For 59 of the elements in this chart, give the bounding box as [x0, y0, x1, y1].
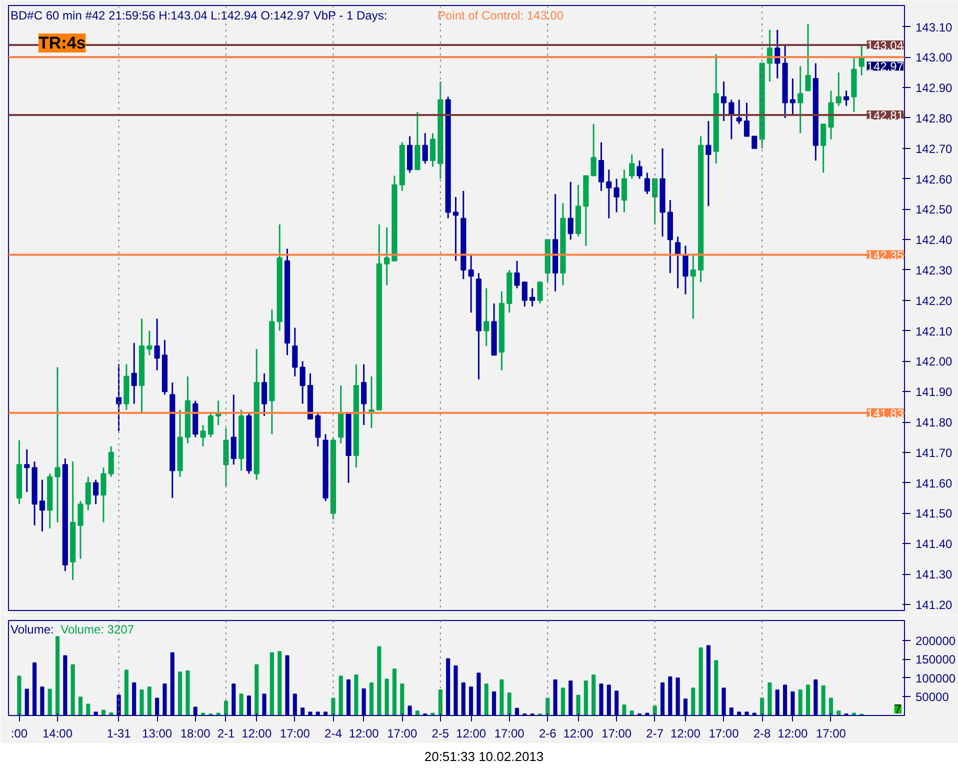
x-tick-label: 12:00	[670, 726, 701, 740]
x-tick-label: :00	[10, 726, 28, 740]
y-tick-label: 142.80	[916, 111, 953, 126]
x-tick-label: 17:00	[494, 726, 525, 740]
x-tick-label: 12:00	[456, 726, 486, 740]
y-tick-label: 141.90	[916, 385, 953, 400]
x-tick-label: 13:00	[142, 726, 172, 740]
y-tick-label: 141.60	[916, 476, 953, 490]
x-tick-label: 17:00	[602, 726, 632, 740]
x-tick-label: 17:00	[387, 726, 418, 740]
x-tick-label: 12:00	[563, 726, 594, 740]
x-tick-label: 2-7	[646, 726, 664, 740]
annotation: Point of Control: 143.00	[438, 8, 564, 22]
x-tick-label: 17:00	[708, 726, 740, 740]
y-tick-label: 142.00	[916, 354, 953, 369]
chart-title: Volume:	[10, 622, 54, 636]
ref-line-label: 142.35	[866, 248, 904, 262]
ref-line-label: 142.81	[866, 108, 904, 122]
x-tick-label: 2-4	[324, 726, 342, 740]
y-tick-label: 142.10	[916, 324, 953, 338]
x-tick-label: 2-6	[538, 726, 557, 740]
ref-line-label: 141.83	[866, 406, 904, 420]
y-tick-label: 150000	[916, 652, 956, 667]
y-tick-label: 142.90	[916, 81, 953, 96]
y-tick-label: 142.30	[916, 263, 953, 278]
y-tick-label: 141.80	[916, 416, 953, 430]
x-tick-label: 12:00	[242, 726, 272, 740]
y-tick-label: 142.70	[916, 142, 953, 156]
annotation: Volume: 3207	[60, 622, 134, 636]
x-tick-label: 12:00	[778, 726, 808, 740]
y-tick-label: 142.20	[916, 294, 953, 308]
x-tick-label: 17:00	[280, 726, 310, 740]
y-tick-label: 141.20	[916, 598, 953, 612]
x-tick-label: 1-31	[106, 726, 132, 740]
chart-title: BD#C 60 min #42 21:59:56 H:143.04 L:142.94 O:142.97 VbP - 1 Days:	[10, 8, 388, 22]
y-tick-label: 143.00	[916, 50, 953, 65]
y-tick-label: 143.10	[916, 20, 953, 34]
x-tick-label: 2-8	[753, 726, 772, 740]
x-tick-label: 17:00	[816, 726, 846, 740]
x-tick-label: 2-1	[217, 726, 235, 740]
y-tick-label: 100000	[916, 671, 956, 686]
y-tick-label: 142.40	[916, 233, 953, 248]
y-tick-label: 141.30	[916, 568, 953, 582]
y-tick-label: 50000	[916, 690, 950, 704]
y-tick-label: 142.60	[916, 172, 953, 186]
text: 20:51:33 10.02.2013	[424, 748, 544, 766]
ref-line-label: 143.04	[866, 38, 904, 53]
x-tick-label: 12:00	[348, 726, 380, 740]
text: 7	[894, 702, 902, 716]
y-tick-label: 142.50	[916, 202, 953, 217]
y-tick-label: 141.70	[916, 446, 953, 460]
x-tick-label: 18:00	[180, 726, 211, 740]
annotation: TR:4s	[38, 34, 86, 52]
x-tick-label: 14:00	[42, 726, 73, 740]
y-tick-label: 141.40	[916, 537, 953, 552]
x-tick-label: 2-5	[432, 726, 450, 740]
y-tick-label: 200000	[916, 634, 956, 648]
y-tick-label: 141.50	[916, 506, 953, 521]
text: 142.97	[866, 60, 904, 74]
